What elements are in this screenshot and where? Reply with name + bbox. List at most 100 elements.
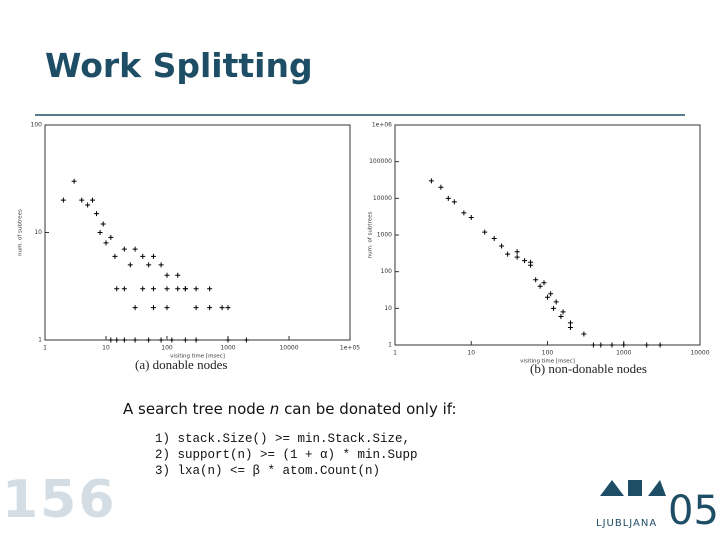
point [567,325,573,331]
point [140,286,146,292]
point [551,305,557,311]
point [468,215,474,221]
point [560,309,566,315]
point [225,305,231,311]
x-tick-label: 1e+05 [340,345,360,352]
x-tick-label: 1 [43,345,47,352]
x-tick-label: 1000 [220,345,235,352]
point [89,197,95,203]
plot-frame [394,124,701,346]
point [140,253,146,259]
point [545,294,550,300]
point [193,305,199,311]
point [150,253,156,259]
point [621,342,627,348]
logo-text: LJUBLJANA [596,518,658,529]
point [146,262,152,268]
lead-text: A search tree node n can be donated only… [123,400,457,418]
lead-part: n [269,400,280,418]
point [533,277,539,283]
point [438,184,444,190]
y-axis-label: num. of subtrees [18,209,24,256]
point [219,305,225,311]
point [158,262,164,268]
point [505,251,511,257]
y-tick-label: 1 [388,342,392,349]
point [243,337,249,343]
point [121,337,127,343]
point [79,197,85,203]
point [175,272,181,278]
point [132,337,138,343]
point [114,337,120,343]
point [132,305,138,311]
point [428,178,434,184]
point [461,210,467,216]
y-tick-label: 100000 [369,158,392,165]
point [541,280,547,286]
x-tick-label: 100 [161,345,173,352]
plot-frame [44,124,351,341]
point [207,305,213,311]
point [445,195,451,201]
point [71,178,77,184]
lead-part: can be donated only if: [279,400,457,418]
point [590,342,596,348]
point [164,272,170,278]
logo-year: 05 [668,488,719,534]
y-tick-label: 10000 [373,195,392,202]
caption: (a) donable nodes [135,357,227,372]
point [121,246,127,252]
x-tick-label: 100 [542,350,554,357]
point [644,342,650,348]
y-tick-label: 1000 [377,232,392,239]
x-tick-label: 1000 [616,350,631,357]
point [94,211,100,217]
point [193,286,199,292]
point [108,234,114,240]
y-tick-label: 1e+06 [372,122,392,129]
y-tick-label: 10 [34,229,42,236]
point [558,313,564,319]
point [581,331,587,337]
point [193,337,199,343]
point [182,337,188,343]
point [108,337,114,343]
slide-number: 156 [2,470,117,530]
y-tick-label: 1 [38,337,42,344]
point [150,305,156,311]
point [121,286,127,292]
point [537,283,543,289]
point [164,286,170,292]
point [114,286,120,292]
point [175,286,181,292]
point [146,337,152,343]
point [169,337,175,343]
point [150,286,156,292]
point [182,286,188,292]
point [60,197,66,203]
point [164,305,170,311]
point [225,337,231,343]
point [522,258,528,264]
caption: (b) non-donable nodes [530,361,647,376]
x-tick-label: 10000 [279,345,298,352]
point [103,240,109,246]
y-tick-label: 100 [31,122,43,129]
y-tick-label: 10 [384,305,392,312]
point [499,243,505,249]
x-tick-label: 10 [102,345,110,352]
point [97,230,103,235]
point [127,262,133,268]
x-tick-label: 10 [467,350,475,357]
point [451,199,457,205]
point [100,221,106,227]
point [657,342,663,348]
logo-shape [600,480,666,496]
point [528,259,534,265]
point [482,229,488,235]
point [598,342,604,348]
x-tick-label: 10000 [690,350,709,357]
